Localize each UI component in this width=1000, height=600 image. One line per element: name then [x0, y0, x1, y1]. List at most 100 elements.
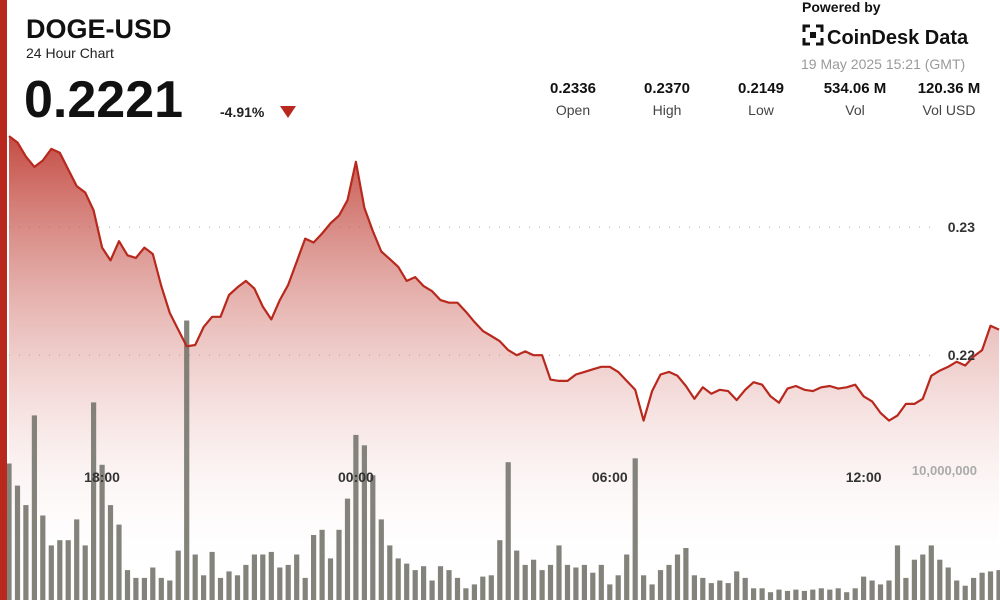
volume-bar [894, 545, 901, 600]
title: DOGE-USD [26, 14, 172, 44]
price-line [8, 135, 1000, 422]
stat-value: 0.2370 [644, 80, 690, 97]
volume-bar [260, 554, 266, 600]
volume-bar [209, 551, 215, 600]
volume-bar [657, 570, 664, 600]
volume-bar [497, 540, 503, 600]
volume-bar [581, 564, 587, 600]
x-tick-label: 06:00 [592, 469, 628, 485]
volume-bar [945, 567, 951, 600]
volume-bar [827, 589, 833, 600]
volume-bar [327, 558, 334, 600]
volume-bar [844, 592, 850, 600]
y-tick-label: 0.23 [948, 219, 975, 235]
volume-bar [99, 464, 105, 600]
volume-bar [564, 564, 571, 600]
volume-bar [641, 575, 647, 600]
volume-bar [361, 445, 367, 600]
volume-bar [14, 485, 21, 600]
volume-bar [514, 550, 520, 600]
volume-bar [708, 583, 714, 600]
plot: 0.22 0.23 10,000,000 18:00 00:00 06:00 12:00 [6, 135, 1000, 600]
volume-bar [784, 590, 791, 600]
volume-bar [903, 577, 909, 600]
volume-bar [987, 571, 994, 600]
volume-bar [767, 592, 774, 600]
volume-bar [869, 580, 875, 600]
volume-bar [776, 589, 782, 600]
timestamp: 19 May 2025 15:21 (GMT) [801, 56, 965, 72]
y2-tick-label: 10,000,000 [912, 463, 977, 478]
volume-bar [522, 564, 528, 600]
volume-bar [184, 320, 190, 600]
volume-bar [353, 434, 359, 600]
volume-bar [835, 588, 841, 600]
powered-by: Powered by [802, 0, 881, 15]
volume-bar [370, 475, 376, 600]
stat-label: High [653, 102, 682, 118]
volume-bar [40, 515, 46, 600]
volume-bar [937, 559, 943, 600]
volume-bar [158, 577, 164, 600]
stat-value: 0.2336 [550, 80, 596, 97]
change: -4.91% [220, 104, 265, 120]
volume-bar [82, 545, 88, 600]
x-tick-label: 12:00 [846, 469, 882, 485]
volume-bar [311, 535, 317, 600]
volume-bar [861, 576, 867, 600]
volume-bar [429, 580, 435, 600]
area-fill [9, 136, 999, 600]
volume-bar [437, 566, 444, 600]
volume-bar [446, 570, 452, 600]
volume-bar [742, 577, 748, 600]
volume-bar [167, 580, 173, 600]
x-tick-label: 00:00 [338, 469, 374, 485]
volume-bar [725, 583, 731, 600]
volume-bar [175, 550, 181, 600]
volume-bar [141, 577, 147, 600]
volume-bar [23, 505, 29, 600]
volume-bar [243, 564, 249, 600]
volume-bar [971, 577, 977, 600]
volume-bar [539, 570, 545, 600]
volume-bar [251, 554, 257, 600]
volume-bar [531, 559, 537, 600]
volume-bar [378, 519, 384, 600]
volume-bar [751, 588, 757, 600]
down-arrow [280, 106, 296, 118]
volume-bar [624, 554, 630, 600]
volume-bar [31, 415, 37, 600]
volume-bar [268, 551, 274, 600]
volume-bar [759, 588, 765, 600]
volume-bar [649, 584, 655, 600]
stat-label: Open [556, 102, 590, 118]
x-tick-label: 18:00 [84, 469, 120, 485]
volume-bar [793, 589, 799, 600]
volume-bar [598, 564, 604, 600]
volume-bar [285, 564, 291, 600]
volume-bar [74, 519, 80, 600]
volume-bars [6, 320, 1000, 600]
volume-bar [124, 570, 131, 600]
volume-bar [217, 577, 224, 600]
volume-bar [700, 577, 706, 600]
volume-bar [877, 584, 884, 600]
volume-bar [421, 566, 427, 600]
volume-bar [632, 458, 638, 600]
volume-bar [302, 577, 308, 600]
volume-bar [336, 529, 342, 600]
stat-label: Vol USD [923, 102, 976, 118]
volume-bar [319, 529, 325, 600]
volume-bar [717, 580, 723, 600]
subtitle: 24 Hour Chart [26, 45, 114, 61]
stat-label: Vol [845, 102, 864, 118]
volume-bar [387, 545, 393, 600]
volume-bar [674, 554, 681, 600]
stat-value: 534.06 M [824, 80, 887, 97]
volume-bar [979, 572, 985, 600]
volume-bar [615, 575, 621, 600]
volume-bar [691, 575, 697, 600]
volume-bar [734, 571, 740, 600]
volume-bar [226, 571, 232, 600]
